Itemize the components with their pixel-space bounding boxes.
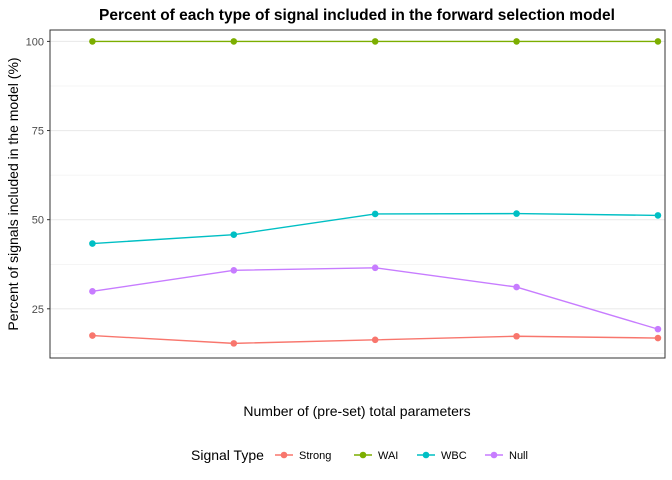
y-tick-label: 25 [32, 304, 44, 316]
gridlines [50, 40, 665, 354]
data-point-null [371, 264, 379, 272]
series-null [89, 264, 662, 333]
series-wai [89, 38, 662, 45]
legend-label-wai: WAI [378, 450, 398, 462]
series-line-wbc [92, 212, 658, 245]
y-tick-label: 100 [26, 36, 44, 48]
data-point-wai [371, 38, 379, 45]
x-axis-title: Number of (pre-set) total parameters [243, 403, 470, 419]
data-point-strong [654, 334, 662, 342]
data-point-wbc [513, 210, 520, 217]
data-point-wai [230, 38, 238, 45]
data-point-wai [89, 38, 96, 45]
legend-key-point-strong [280, 451, 288, 459]
data-point-wai [513, 38, 520, 45]
data-point-null [230, 266, 238, 274]
data-point-strong [371, 336, 379, 344]
legend-title: Signal Type [191, 447, 264, 463]
y-axis-ticks: 25 50 75 100 [26, 36, 50, 316]
data-point-null [513, 283, 520, 291]
chart-title: Percent of each type of signal included … [99, 7, 615, 24]
data-point-null [89, 288, 96, 295]
legend-label-null: Null [509, 450, 528, 462]
series-layer [89, 38, 662, 347]
legend-label-wbc: WBC [441, 450, 467, 462]
data-point-wbc [654, 212, 662, 219]
series-line-null [92, 267, 659, 330]
y-tick-label: 75 [32, 126, 44, 138]
data-point-wbc [230, 231, 238, 238]
plot-panel-border [49, 29, 666, 359]
data-point-strong [230, 340, 238, 347]
legend: Signal Type Strong WAI WBC Null [191, 447, 528, 463]
legend-key-point-wai [359, 451, 367, 459]
legend-label-strong: Strong [299, 450, 331, 462]
data-point-strong [513, 332, 520, 340]
data-point-strong [89, 332, 96, 339]
legend-key-point-wbc [422, 451, 430, 459]
series-wbc [89, 210, 662, 247]
data-point-null [654, 325, 662, 333]
data-point-wai [654, 38, 662, 45]
y-tick-label: 50 [32, 215, 44, 227]
series-strong [89, 332, 662, 347]
legend-key-point-null [490, 451, 498, 459]
data-point-wbc [371, 210, 379, 218]
data-point-wbc [89, 240, 96, 247]
y-axis-title: Percent of signals included in the model… [5, 57, 21, 330]
